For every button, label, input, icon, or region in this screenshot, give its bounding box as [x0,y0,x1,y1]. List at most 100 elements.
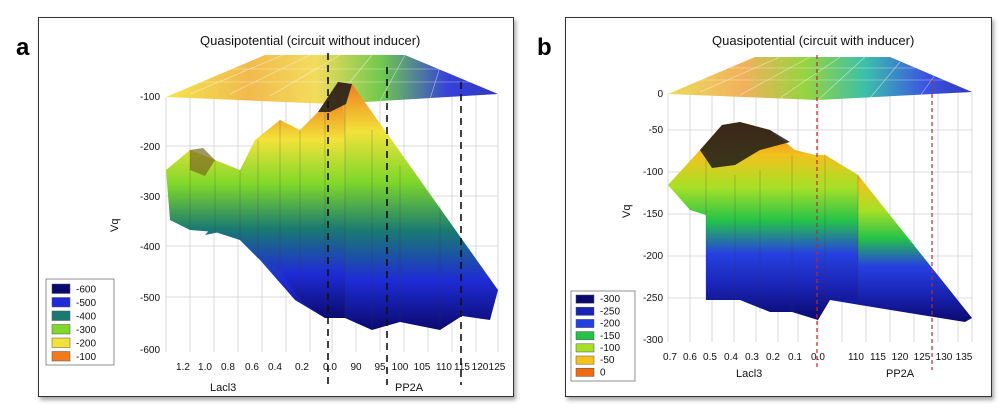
panel-b-title: Quasipotential (circuit with inducer) [712,33,914,48]
panel-a-left-tick: 1.2 [176,362,190,373]
legend-label: -100 [600,343,620,354]
legend-swatch [575,294,595,304]
panel-a-legend: -600 -500 -400 -300 -200 -100 [45,278,115,366]
panel-b-right-tick: 120 [892,352,909,363]
panel-a-z-tick: -600 [140,345,160,356]
panel-b-right-axis-label: PP2A [886,368,915,380]
panel-a-chart: Quasipotential (circuit without inducer) [45,33,506,394]
legend-swatch [51,351,71,362]
panel-b-right-tick: 130 [936,352,953,363]
panel-b-right-ticks: 110 115 120 125 130 135 [848,352,973,363]
panel-b-left-tick: 0.3 [745,352,759,363]
legend-label: -150 [600,331,620,342]
panel-b-left-tick: 0.5 [703,352,717,363]
panel-a-z-tick: -300 [140,192,160,203]
panel-b-legend-entries: -300-250 -200-150-100-500 [575,294,620,378]
panel-a-z-tick: -400 [140,242,160,253]
panel-a-left-axis-label: Lacl3 [210,382,236,394]
panel-a-left-tick: 0.4 [268,362,282,373]
legend-label: -300 [76,325,96,336]
legend-swatch [575,367,595,377]
panel-b-surface-front [668,122,858,320]
panel-a-left-tick: 1.0 [198,362,212,373]
panel-a-right-tick: 95 [374,362,386,373]
panel-b-left-ticks: 0.7 0.6 0.5 0.4 0.3 0.2 0.1 0.0 [663,352,825,363]
panel-b-z-tick: 0 [657,89,663,100]
panel-a-z-label: Vq [109,219,121,232]
panel-b-left-tick: 0.7 [663,352,677,363]
panel-a-left-tick: 0.6 [245,362,259,373]
legend-label: -300 [600,294,620,305]
panel-a-right-tick: 125 [489,362,506,373]
panel-b-top-grid [699,56,945,101]
legend-label: -500 [76,298,96,309]
legend-swatch [51,324,71,335]
panel-b-z-tick: -250 [643,293,663,304]
panel-b-left-tick: 0.6 [683,352,697,363]
panel-a-left-ticks: 1.2 1.0 0.8 0.6 0.4 0.2 0.0 [176,362,337,373]
panel-a-surface-front [166,95,345,318]
legend-label: -100 [76,352,96,363]
panel-b-letter: b [537,34,552,61]
panel-a-left-tick: 0.2 [295,362,309,373]
panel-b-chart: Quasipotential (circuit with inducer) [570,33,973,382]
legend-swatch [575,331,595,341]
panel-a-z-tick: -100 [140,92,160,103]
panel-a-legend-entries: -600 -500 -400 -300 -200 -100 [51,283,96,363]
legend-swatch [51,297,71,308]
panel-b-z-tick: -300 [643,335,663,346]
panel-b-right-tick: 115 [870,352,886,363]
panel-a-z-tick: -200 [140,142,160,153]
legend-swatch [575,355,595,365]
legend-swatch [575,343,595,353]
panel-b-left-tick: 0.0 [811,352,825,363]
panel-a-right-axis-label: PP2A [395,382,424,394]
legend-label: -600 [76,285,96,296]
panel-b-dome-dark [700,122,790,168]
panel-b-surface-lines [705,155,859,312]
panel-a-top-grid [189,54,470,105]
panel-a-ridge-dark [318,82,352,112]
legend-label: -200 [600,319,620,330]
panel-a-right-tick: 105 [414,362,431,373]
panel-b-dashed-markers [816,55,933,370]
legend-swatch [575,319,595,328]
panel-b-right-tick: 135 [956,352,973,363]
panel-a-surface-lines [189,100,463,330]
panel-a-right-tick: 110 [436,362,452,373]
legend-label: -400 [76,312,96,323]
panel-b-z-tick: -150 [643,209,663,220]
legend-label: -50 [600,355,615,366]
panel-a-right-tick: 120 [472,362,489,373]
panel-b-top-projection [668,57,972,100]
legend-label: -250 [600,306,620,317]
panel-b-left-tick: 0.2 [766,352,780,363]
panel-a-left-tick: 0.0 [323,362,337,373]
panel-a-right-tick: 100 [392,362,409,373]
panel-b-left-tick: 0.1 [788,352,802,363]
panel-a-left-tick: 0.8 [221,362,235,373]
panel-b-z-label: Vq [621,205,633,218]
legend-label: 0 [600,367,606,378]
panel-b-z-tick: -100 [643,167,663,178]
panel-a-title: Quasipotential (circuit without inducer) [200,33,420,48]
panel-a-right-ticks: 90 95 100 105 110 115 120 125 [350,362,505,373]
panel-b-surface-slope [825,155,972,322]
panel-b-left-axis-label: Lacl3 [736,368,762,380]
panel-b-legend: -300-250 -200-150-100-500 [570,290,636,382]
legend-swatch [51,310,71,321]
panel-b-right-tick: 110 [848,352,864,363]
panel-a-right-tick: 90 [350,362,362,373]
panel-b-z-ticks: 0 -50 -100 -150 -200 -250 -300 [643,89,663,346]
legend-swatch [51,337,71,348]
panel-a-right-tick: 115 [454,362,470,373]
panel-b-right-tick: 125 [914,352,931,363]
panel-a-z-tick: -500 [140,293,160,304]
panel-a-letter: a [16,34,30,61]
panel-a-top-projection [166,55,498,104]
legend-swatch [575,306,595,316]
panel-a-ridge-shade [190,148,215,176]
legend-swatch [51,283,71,294]
panel-a-z-ticks: -100 -200 -300 -400 -500 -600 [140,92,160,356]
